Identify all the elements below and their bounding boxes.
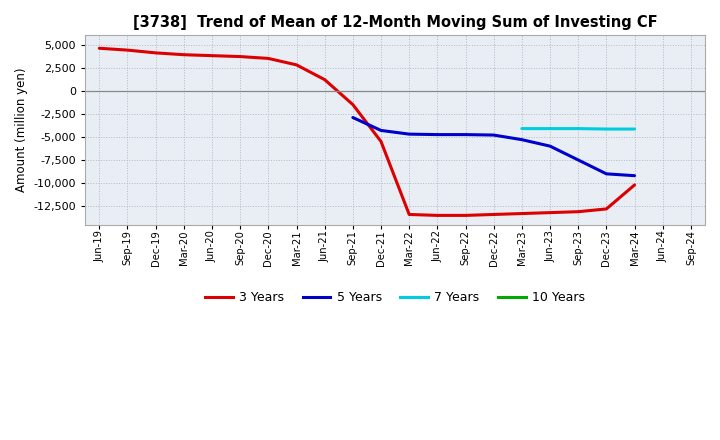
5 Years [462, 132, 470, 137]
7 Years [518, 126, 526, 131]
7 Years [546, 126, 554, 131]
5 Years [433, 132, 441, 137]
7 Years [574, 126, 582, 131]
5 Years [602, 171, 611, 176]
3 Years [348, 102, 357, 107]
3 Years [95, 46, 104, 51]
Y-axis label: Amount (million yen): Amount (million yen) [15, 68, 28, 192]
7 Years [602, 126, 611, 132]
5 Years [490, 132, 498, 138]
3 Years [320, 77, 329, 82]
7 Years [630, 126, 639, 132]
3 Years [574, 209, 582, 214]
5 Years [518, 137, 526, 142]
5 Years [377, 128, 385, 133]
3 Years [405, 212, 413, 217]
3 Years [207, 53, 216, 58]
Title: [3738]  Trend of Mean of 12-Month Moving Sum of Investing CF: [3738] Trend of Mean of 12-Month Moving … [132, 15, 657, 30]
Line: 7 Years: 7 Years [522, 128, 634, 129]
3 Years [490, 212, 498, 217]
3 Years [546, 210, 554, 215]
3 Years [630, 182, 639, 187]
5 Years [348, 115, 357, 120]
Line: 5 Years: 5 Years [353, 117, 634, 176]
3 Years [292, 62, 301, 67]
3 Years [236, 54, 245, 59]
3 Years [123, 48, 132, 53]
5 Years [574, 158, 582, 163]
3 Years [151, 50, 160, 55]
3 Years [518, 211, 526, 216]
3 Years [377, 139, 385, 144]
5 Years [546, 143, 554, 149]
3 Years [433, 213, 441, 218]
3 Years [264, 56, 273, 61]
Line: 3 Years: 3 Years [99, 48, 634, 216]
5 Years [630, 173, 639, 178]
3 Years [602, 206, 611, 212]
5 Years [405, 132, 413, 137]
Legend: 3 Years, 5 Years, 7 Years, 10 Years: 3 Years, 5 Years, 7 Years, 10 Years [200, 286, 590, 309]
3 Years [179, 52, 188, 57]
3 Years [462, 213, 470, 218]
